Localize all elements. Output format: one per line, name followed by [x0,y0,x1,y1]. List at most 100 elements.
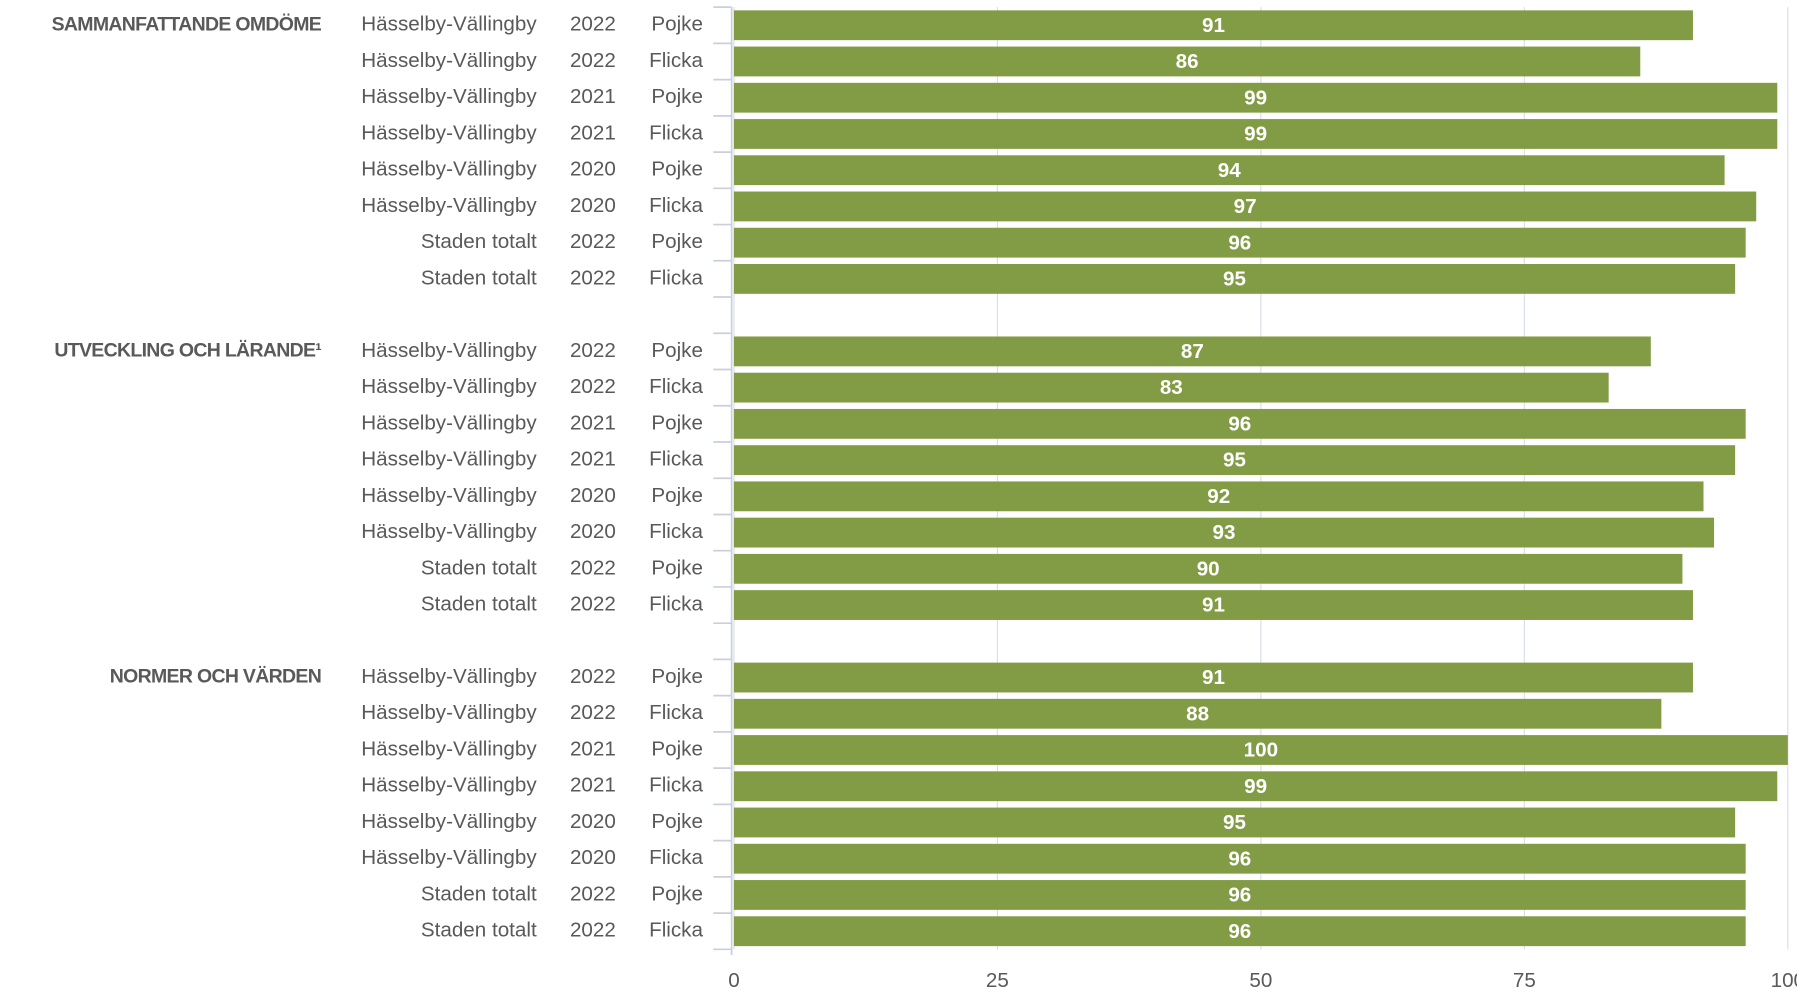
gender-label: Pojke [651,158,703,181]
bar [733,119,1778,149]
x-tick-label: 25 [986,969,1009,992]
value-label: 96 [1228,920,1251,943]
value-label: 96 [1228,231,1251,254]
value-label: 100 [1244,739,1278,762]
value-label: 91 [1202,666,1225,689]
year-label: 2020 [570,158,616,181]
gender-label: Pojke [651,13,703,36]
gender-label: Flicka [649,448,703,471]
gender-label: Pojke [651,230,703,253]
year-label: 2022 [570,375,616,398]
value-label: 83 [1160,376,1183,399]
gender-label: Flicka [649,593,703,616]
bar [733,46,1641,77]
year-label: 2021 [570,85,616,108]
value-label: 96 [1228,847,1251,870]
gender-label: Flicka [649,520,703,543]
value-label: 95 [1223,449,1246,472]
area-label: Hässelby-Vällingby [361,85,537,108]
value-label: 91 [1202,594,1225,617]
value-label: 90 [1197,557,1220,580]
area-label: Hässelby-Vällingby [361,375,537,398]
value-label: 99 [1244,775,1267,798]
year-label: 2022 [570,919,616,942]
year-label: 2021 [570,737,616,760]
area-label: Staden totalt [421,230,537,253]
area-label: Staden totalt [421,266,537,289]
value-label: 97 [1234,195,1257,218]
bar [733,445,1736,476]
year-label: 2022 [570,230,616,253]
area-label: Hässelby-Vällingby [361,520,537,543]
area-label: Hässelby-Vällingby [361,810,537,833]
year-label: 2021 [570,121,616,144]
x-tick-label: 0 [728,969,739,992]
bar [733,82,1778,113]
value-label: 95 [1223,811,1246,834]
bar [733,553,1683,584]
area-label: Hässelby-Vällingby [361,701,537,724]
area-label: Hässelby-Vällingby [361,13,537,36]
bar [733,843,1746,874]
bar [733,916,1746,947]
gender-label: Flicka [649,701,703,724]
gender-label: Pojke [651,556,703,579]
area-label: Staden totalt [421,556,537,579]
gender-label: Pojke [651,339,703,362]
year-label: 2020 [570,846,616,869]
year-label: 2020 [570,520,616,543]
area-label: Staden totalt [421,593,537,616]
gender-label: Flicka [649,194,703,217]
group-label: UTVECKLING OCH LÄRANDE¹ [54,339,321,362]
gender-label: Pojke [651,882,703,905]
value-label: 99 [1244,86,1267,109]
area-label: Hässelby-Vällingby [361,665,537,688]
bar [733,517,1715,548]
bar [733,735,1788,765]
group-label: NORMER OCH VÄRDEN [110,665,321,688]
group-label: SAMMANFATTANDE OMDÖME [52,12,322,35]
area-label: Hässelby-Vällingby [361,737,537,760]
area-label: Staden totalt [421,882,537,905]
gender-label: Pojke [651,411,703,434]
gender-label: Flicka [649,846,703,869]
area-label: Hässelby-Vällingby [361,411,537,434]
bar [733,372,1609,403]
bar [733,771,1778,802]
area-label: Hässelby-Vällingby [361,49,537,72]
area-label: Hässelby-Vällingby [361,121,537,144]
area-label: Hässelby-Vällingby [361,774,537,797]
gender-label: Flicka [649,375,703,398]
value-label: 94 [1218,159,1241,182]
bar [733,336,1651,367]
year-label: 2022 [570,882,616,905]
gender-label: Flicka [649,49,703,72]
bar [733,264,1736,294]
bar [733,807,1736,838]
gender-label: Flicka [649,774,703,797]
value-label: 86 [1176,50,1199,73]
bar [733,408,1746,439]
year-label: 2022 [570,665,616,688]
gender-label: Flicka [649,266,703,289]
bar [733,662,1693,693]
bar [733,191,1757,222]
area-label: Hässelby-Vällingby [361,194,537,217]
bar [733,10,1693,41]
value-label: 88 [1186,702,1209,725]
area-label: Hässelby-Vällingby [361,846,537,869]
gender-label: Pojke [651,810,703,833]
gender-label: Flicka [649,919,703,942]
bar [733,880,1746,910]
gender-label: Pojke [651,484,703,507]
value-label: 96 [1228,884,1251,907]
area-label: Hässelby-Vällingby [361,484,537,507]
value-label: 92 [1207,485,1230,508]
value-label: 99 [1244,123,1267,146]
year-label: 2022 [570,13,616,36]
x-tick-label: 50 [1249,969,1272,992]
bar [733,698,1662,729]
bar [733,481,1704,512]
bar [733,155,1725,186]
